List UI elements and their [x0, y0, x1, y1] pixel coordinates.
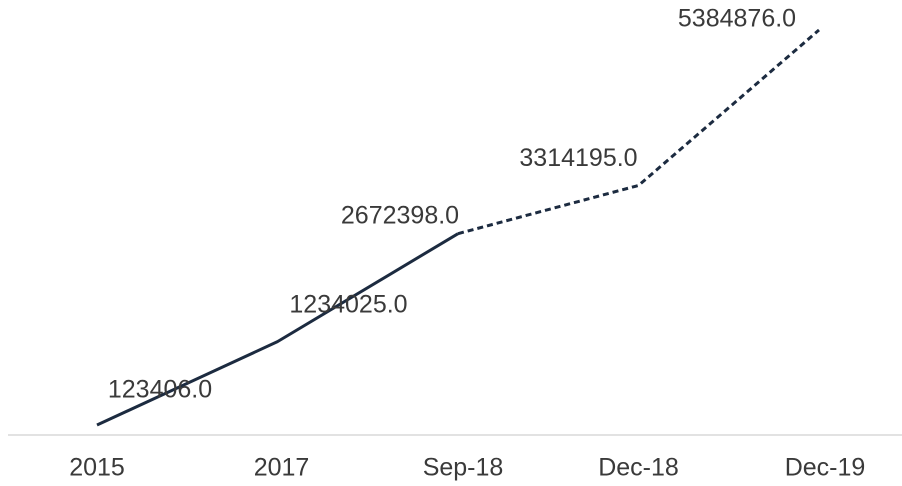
data-label: 3314195.0	[519, 144, 637, 172]
x-tick-label: 2015	[69, 454, 125, 482]
x-tick-label: Dec-19	[785, 454, 866, 482]
x-tick-label: Sep-18	[423, 454, 504, 482]
x-tick-label: Dec-18	[598, 454, 679, 482]
data-label: 123406.0	[108, 376, 212, 404]
data-label: 1234025.0	[289, 290, 407, 318]
data-label: 2672398.0	[341, 201, 459, 229]
solid-line	[96, 232, 459, 427]
dashed-line	[457, 28, 820, 236]
data-label: 5384876.0	[678, 5, 796, 33]
x-tick-label: 2017	[254, 454, 310, 482]
